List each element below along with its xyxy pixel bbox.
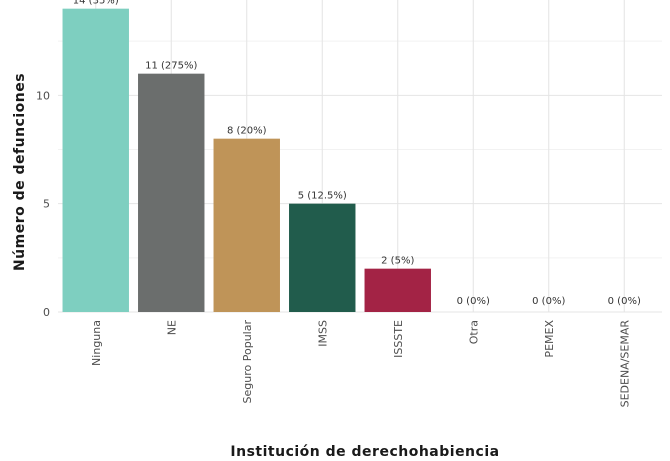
- x-tick-labels: Ninguna NE Seguro Popular IMSS ISSSTE Otra PEM…: [90, 320, 632, 408]
- y-axis-title: Número de defunciones: [12, 73, 28, 271]
- bar: [364, 268, 431, 312]
- x-tick-label: Seguro Popular: [241, 320, 254, 404]
- x-axis-title: Institución de derechohabiencia: [230, 444, 499, 460]
- data-label: 14 (35%): [73, 0, 119, 7]
- y-tick-label: 5: [43, 198, 50, 211]
- x-tick-label: PEMEX: [543, 320, 556, 358]
- data-label: 11 (275%): [145, 61, 197, 72]
- bars: [62, 8, 431, 313]
- data-label: 2 (5%): [381, 256, 414, 267]
- x-tick-label: SEDENA/SEMAR: [618, 320, 631, 408]
- y-tick-label: 0: [43, 306, 50, 319]
- y-tick-labels: 0 5 10: [36, 89, 50, 319]
- data-label: 0 (0%): [457, 296, 490, 307]
- data-labels: 14 (35%) 11 (275%) 8 (20%) 5 (12.5%) 2 (5%) 0…: [73, 0, 641, 307]
- data-label: 0 (0%): [608, 296, 641, 307]
- x-tick-label: Ninguna: [90, 320, 103, 366]
- bar: [138, 73, 205, 313]
- data-label: 5 (12.5%): [298, 191, 347, 202]
- x-tick-label: Otra: [467, 320, 480, 344]
- data-label: 8 (20%): [227, 126, 267, 137]
- bar: [62, 8, 129, 313]
- x-tick-label: IMSS: [316, 320, 329, 347]
- x-tick-label: NE: [165, 320, 178, 335]
- y-tick-label: 10: [36, 89, 50, 102]
- data-label: 0 (0%): [532, 296, 565, 307]
- bar: [289, 203, 356, 312]
- x-tick-label: ISSSTE: [392, 320, 405, 358]
- bar: [213, 138, 280, 312]
